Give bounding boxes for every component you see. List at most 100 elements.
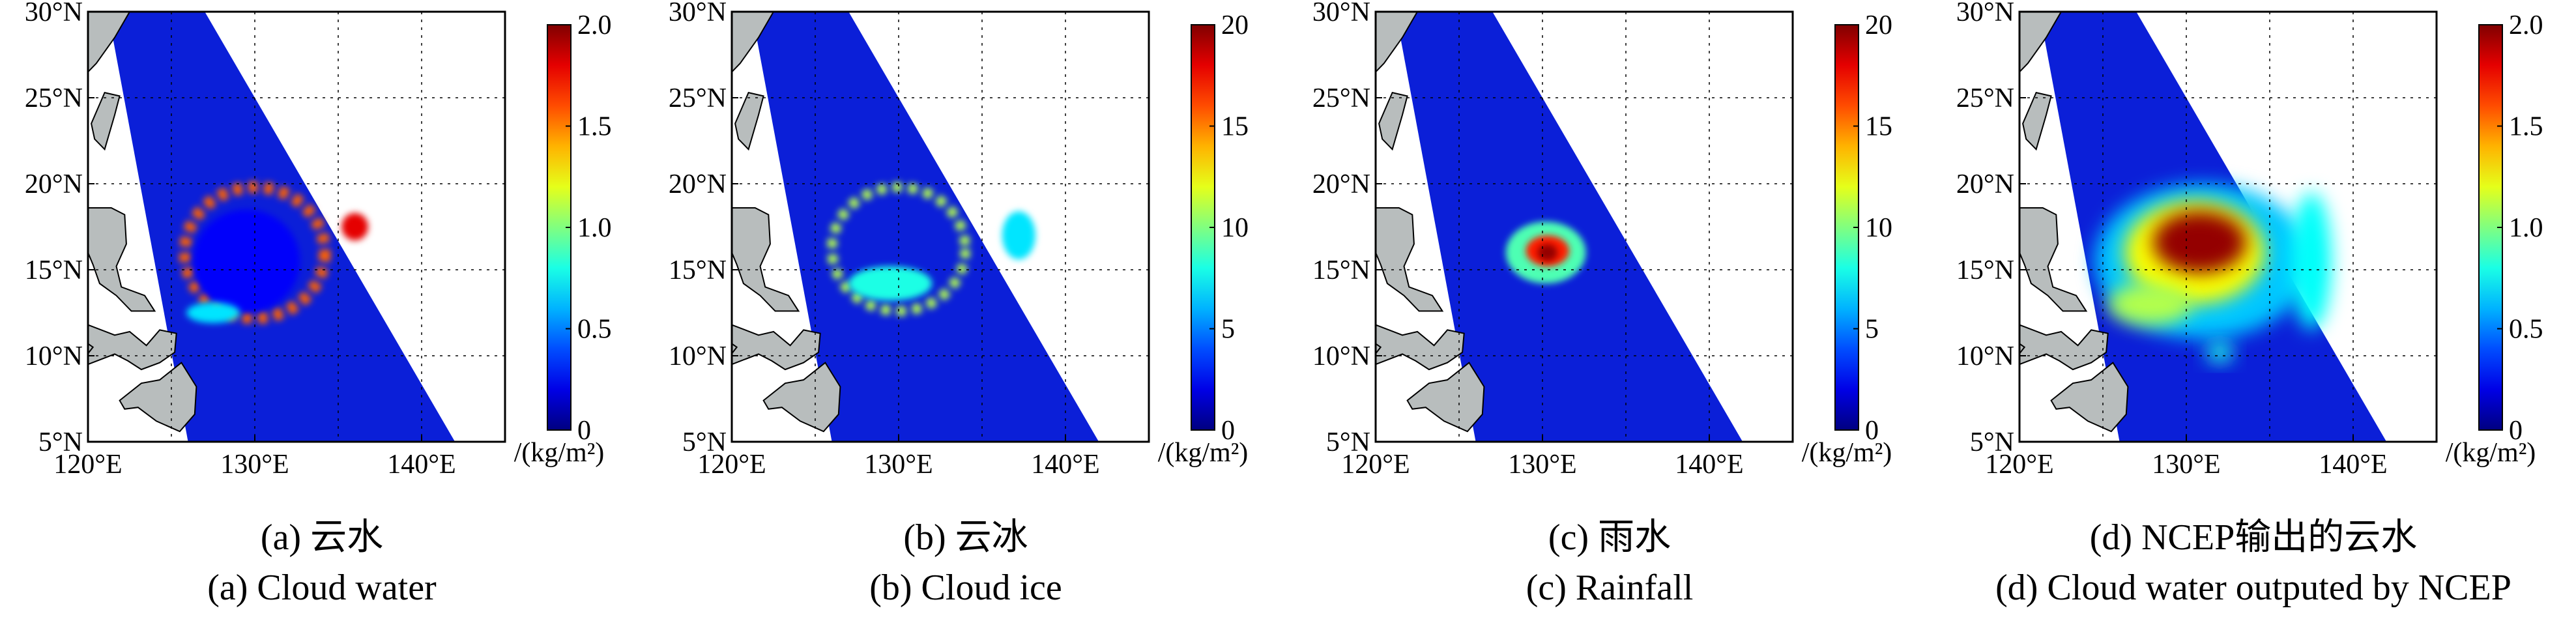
y-tick-label: 5°N — [1970, 427, 2014, 457]
land-4 — [1406, 362, 1485, 433]
caption-en-a: (a) Cloud water — [207, 568, 437, 608]
caption-cn-a: (a) 云水 — [260, 517, 384, 558]
panel-b: 30°N 25°N 20°N 15°N 10°N 5°N 120°E 130°E 140°E 20… — [644, 0, 1288, 619]
colorbar-tick-label: 10 — [1221, 213, 1249, 243]
land-5 — [732, 343, 738, 360]
land-2 — [732, 207, 800, 312]
feature-d-5 — [2206, 341, 2233, 363]
feature-a-1 — [193, 209, 300, 313]
feature-d-4 — [2291, 192, 2332, 330]
x-tick-label: 120°E — [697, 450, 766, 480]
x-tick-label: 140°E — [2319, 450, 2387, 480]
y-tick-label: 10°N — [1956, 341, 2014, 371]
panel-c: 30°N 25°N 20°N 15°N 10°N 5°N 120°E 130°E 140°E 20… — [1288, 0, 1932, 619]
y-tick-label: 20°N — [1956, 169, 2014, 199]
colorbar-tick-label: 0 — [577, 416, 591, 446]
feature-a-3 — [341, 212, 369, 241]
panel-d: 30°N 25°N 20°N 15°N 10°N 5°N 120°E 130°E 140°E 2.… — [1932, 0, 2575, 619]
land-4 — [762, 362, 841, 433]
caption-cn-d: (d) NCEP输出的云水 — [2089, 517, 2418, 558]
land-1 — [732, 12, 775, 73]
x-tick-label: 130°E — [2152, 450, 2220, 480]
plot-frame — [731, 10, 1150, 443]
feature-d-3 — [2107, 283, 2192, 325]
land-5 — [1376, 343, 1382, 360]
x-tick-label: 120°E — [1985, 450, 2053, 480]
colorbar-tick-label: 0 — [1221, 416, 1235, 446]
y-tick-label: 15°N — [1956, 255, 2014, 285]
y-tick-label: 10°N — [1312, 341, 1370, 371]
y-tick-label: 15°N — [1312, 255, 1370, 285]
y-tick-label: 5°N — [1326, 427, 1370, 457]
land-5 — [2019, 343, 2026, 360]
plot-frame — [2018, 10, 2438, 443]
x-tick-label: 120°E — [53, 450, 122, 480]
y-tick-label: 15°N — [669, 255, 727, 285]
colorbar-tick-label: 15 — [1865, 112, 1892, 142]
y-tick-label: 20°N — [1312, 169, 1370, 199]
colorbar-tick-label: 0.5 — [577, 315, 612, 345]
swath-c — [1395, 12, 1743, 442]
y-tick-label: 30°N — [669, 0, 727, 27]
y-tick-label: 10°N — [669, 341, 727, 371]
colorbar-unit-label: /(kg/m²) — [2446, 438, 2536, 468]
y-tick-label: 25°N — [1312, 83, 1370, 113]
caption-en-c: (c) Rainfall — [1526, 568, 1694, 608]
land-0 — [91, 91, 121, 151]
land-5 — [88, 343, 94, 360]
colorbar-tick-label: 5 — [1865, 315, 1879, 345]
colorbar-tick-label: 10 — [1865, 213, 1892, 243]
land-2 — [2019, 207, 2088, 312]
land-0 — [734, 91, 764, 151]
feature-d-2 — [2152, 211, 2247, 274]
y-tick-label: 15°N — [25, 255, 83, 285]
colorbar-tick-label: 0 — [1865, 416, 1879, 446]
x-tick-label: 140°E — [387, 450, 456, 480]
colorbar-tick-label: 2.0 — [577, 10, 612, 40]
land-4 — [2050, 362, 2129, 433]
y-tick-label: 5°N — [38, 427, 83, 457]
feature-b-2 — [1002, 211, 1035, 260]
y-tick-label: 30°N — [1956, 0, 2014, 27]
colorbar-tick-label: 15 — [1221, 112, 1249, 142]
colorbar-tick-label: 1.0 — [2509, 213, 2543, 243]
land-0 — [2022, 91, 2052, 151]
y-tick-label: 25°N — [669, 83, 727, 113]
y-tick-label: 10°N — [25, 341, 83, 371]
colorbar-tick-label: 0 — [2509, 416, 2523, 446]
y-tick-label: 30°N — [25, 0, 83, 27]
colorbar-tick-label: 1.5 — [577, 112, 612, 142]
caption-cn-c: (c) 雨水 — [1548, 517, 1672, 558]
feature-a-0 — [179, 181, 331, 324]
land-0 — [1378, 91, 1408, 151]
land-3 — [2019, 324, 2109, 371]
colorbar-tick-label: 2.0 — [2509, 10, 2543, 40]
caption-cn-b: (b) 云冰 — [903, 517, 1028, 558]
land-2 — [88, 207, 156, 312]
land-4 — [119, 362, 197, 433]
land-3 — [732, 324, 821, 371]
plot-frame — [87, 10, 506, 443]
feature-c-2 — [1537, 244, 1558, 261]
y-tick-label: 20°N — [669, 169, 727, 199]
land-1 — [1376, 12, 1419, 73]
land-1 — [2019, 12, 2062, 73]
x-tick-label: 130°E — [1508, 450, 1576, 480]
y-tick-label: 5°N — [682, 427, 727, 457]
panel-a: 30°N 25°N 20°N 15°N 10°N 5°N 120°E 130°E 140°E 2.… — [0, 0, 644, 619]
plot-frame — [1374, 10, 1794, 443]
caption-en-b: (b) Cloud ice — [869, 568, 1062, 608]
y-tick-label: 25°N — [25, 83, 83, 113]
colorbar-a — [547, 24, 572, 431]
land-3 — [1376, 324, 1465, 371]
colorbar-tick-label: 20 — [1865, 10, 1892, 40]
colorbar-tick-label: 5 — [1221, 315, 1235, 345]
x-tick-label: 130°E — [864, 450, 933, 480]
colorbar-tick-label: 20 — [1221, 10, 1249, 40]
y-tick-label: 30°N — [1312, 0, 1370, 27]
land-2 — [1376, 207, 1444, 312]
